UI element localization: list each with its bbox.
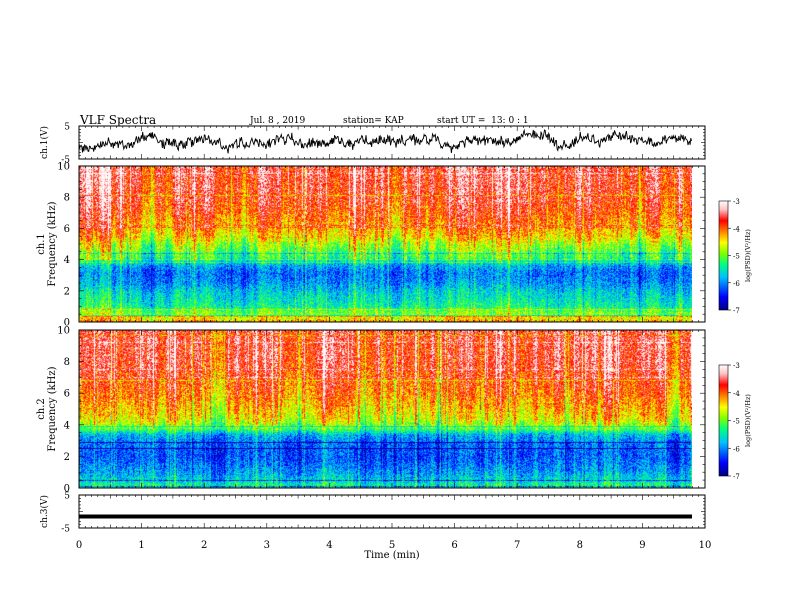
- x-tick-label: 10: [699, 540, 712, 551]
- ch1-spectrogram-colorbar-tick-label: -4: [733, 225, 740, 233]
- ch1-spectrogram-colorbar-tick-label: -3: [733, 198, 740, 206]
- ch1-waveform-y-tick-label: 5: [64, 123, 70, 133]
- ch2-spectrogram-colorbar-tick-label: -3: [733, 362, 740, 370]
- ch1-spectrogram-y-axis-label: Frequency (kHz): [47, 201, 58, 286]
- x-tick-label: 2: [201, 540, 207, 551]
- ch2-spectrogram-y-axis-label: Frequency (kHz): [47, 366, 58, 451]
- ch1-spectrogram-y-tick-label: 10: [57, 162, 70, 173]
- ch2-spectrogram-channel-label: ch.2: [36, 398, 47, 420]
- x-tick-label: 7: [514, 540, 520, 551]
- ch2-spectrogram-y-tick-label: 4: [64, 420, 70, 431]
- ch1-spectrogram-colorbar-tick-label: -5: [733, 253, 740, 261]
- ch1-spectrogram-colorbar-label: log(PSD)(V²/Hz): [744, 229, 752, 282]
- ch2-spectrogram-heatmap: [79, 330, 692, 488]
- x-tick-label: 9: [639, 540, 645, 551]
- ch2-spectrogram-y-tick-label: 0: [64, 484, 70, 495]
- date-label: Jul. 8 , 2019: [250, 116, 306, 126]
- ch1-spectrogram-heatmap: [79, 166, 692, 322]
- ch1-waveform-y-tick-label: -5: [61, 156, 70, 166]
- x-tick-label: 8: [577, 540, 583, 551]
- ch2-spectrogram-colorbar-tick-label: -6: [733, 445, 740, 453]
- ch1-spectrogram-y-tick-label: 0: [64, 318, 70, 329]
- ch1-spectrogram-colorbar: [718, 200, 729, 311]
- start-time-label: start UT = 13: 0 : 1: [437, 116, 529, 126]
- ch2-spectrogram-colorbar-tick-label: -7: [733, 473, 740, 481]
- ch3-waveform-y-axis-label: ch.3(V): [39, 495, 50, 528]
- x-tick-label: 4: [326, 540, 332, 551]
- ch2-spectrogram-y-tick-label: 2: [64, 452, 70, 463]
- ch2-spectrogram-colorbar-label: log(PSD)(V²/Hz): [744, 394, 752, 447]
- ch2-spectrogram-y-tick-label: 6: [64, 389, 70, 400]
- ch1-waveform-line: [78, 128, 692, 154]
- ch1-spectrogram-y-tick-label: 2: [64, 286, 70, 297]
- x-tick-label: 5: [389, 540, 395, 551]
- x-tick-label: 1: [138, 540, 144, 551]
- ch2-spectrogram-y-tick-label: 8: [64, 357, 70, 368]
- ch1-spectrogram-y-tick-label: 8: [64, 193, 70, 204]
- ch1-spectrogram-colorbar-tick-label: -6: [733, 280, 740, 288]
- ch1-spectrogram-y-tick-label: 6: [64, 224, 70, 235]
- ch1-spectrogram-colorbar-tick-label: -7: [733, 307, 740, 315]
- x-tick-label: 0: [76, 540, 82, 551]
- ch2-spectrogram-colorbar-tick-label: -5: [733, 418, 740, 426]
- ch2-spectrogram-colorbar: [718, 364, 729, 477]
- x-axis-label: Time (min): [364, 550, 419, 561]
- chart-title: VLF Spectra: [80, 113, 157, 127]
- ch1-spectrogram-channel-label: ch.1: [36, 233, 47, 255]
- ch3-waveform-y-tick-label: 5: [64, 492, 70, 502]
- ch1-waveform-y-axis-label: ch.1(V): [39, 126, 50, 159]
- ch2-spectrogram-colorbar-tick-label: -4: [733, 390, 740, 398]
- x-tick-label: 3: [264, 540, 270, 551]
- station-label: station= KAP: [343, 116, 404, 126]
- x-tick-label: 6: [451, 540, 457, 551]
- ch1-spectrogram-y-tick-label: 4: [64, 255, 70, 266]
- ch3-waveform-y-tick-label: -5: [61, 525, 70, 535]
- ch2-spectrogram-y-tick-label: 10: [57, 326, 70, 337]
